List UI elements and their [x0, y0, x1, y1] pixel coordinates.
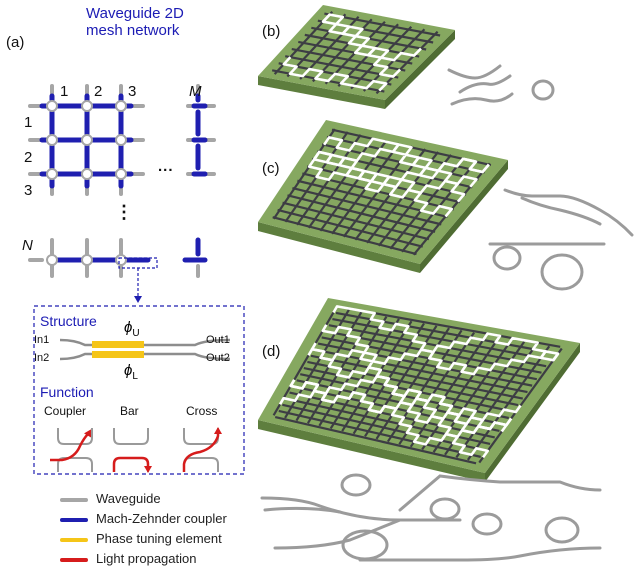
junction-node — [115, 168, 127, 180]
input-1-label: In1 — [34, 334, 50, 346]
legend-swatch — [60, 498, 88, 502]
junction-node — [81, 168, 93, 180]
panel-c-label: (c) — [262, 160, 280, 177]
panel-a-label: (a) — [6, 34, 25, 51]
junction-node — [46, 100, 58, 112]
coupler-label: Coupler — [44, 404, 87, 418]
cross-label: Cross — [186, 404, 218, 418]
chip-side — [258, 76, 385, 109]
legend-label: Waveguide — [96, 491, 161, 506]
light-path — [322, 13, 422, 62]
light-path — [332, 305, 560, 376]
light-path — [310, 342, 513, 431]
panel-d-label: (d) — [262, 343, 281, 360]
junction-node — [81, 100, 93, 112]
junction-node — [46, 134, 58, 146]
panel-b-label: (b) — [262, 23, 281, 40]
chip-waveguide — [466, 345, 551, 461]
col-label-3: 3 — [128, 83, 137, 100]
col-label-1: 1 — [60, 83, 69, 100]
light-path — [313, 150, 466, 203]
vertical-ellipsis: ⋮ — [115, 202, 133, 222]
light-path — [289, 379, 513, 446]
chip-waveguide — [287, 194, 436, 233]
mesh-network-diagram — [28, 84, 216, 278]
chip-waveguide — [282, 403, 486, 452]
junction-node — [115, 100, 127, 112]
legend-label: Phase tuning element — [96, 531, 222, 546]
bar-label: Bar — [120, 404, 139, 418]
output-1-label: Out1 — [206, 334, 230, 346]
junction-node — [46, 254, 58, 266]
structure-function-box — [33, 257, 245, 475]
row-label-1: 1 — [24, 114, 33, 131]
col-label-2: 2 — [94, 83, 103, 100]
junction-node — [81, 134, 93, 146]
coupler-function-icon — [50, 428, 93, 472]
chip-side — [420, 160, 508, 273]
legend-swatch — [60, 538, 88, 542]
row-label-2: 2 — [24, 149, 33, 166]
chip-waveguide — [292, 186, 442, 226]
circuit-c — [488, 188, 634, 291]
chip-b — [258, 5, 455, 109]
structure-heading: Structure — [40, 313, 97, 329]
mesh-title-line2: mesh network — [86, 22, 180, 39]
legend-swatch — [60, 558, 88, 562]
chip-d — [258, 298, 580, 482]
chip-side — [385, 30, 455, 109]
junction-node — [46, 168, 58, 180]
chip-side — [258, 420, 485, 482]
junction-node — [115, 134, 127, 146]
chip-waveguide — [278, 409, 481, 458]
row-label-n: N — [22, 237, 33, 254]
chip-waveguide — [272, 216, 417, 256]
bar-function-icon — [112, 428, 152, 473]
chip-side — [485, 343, 580, 482]
legend-swatch — [60, 518, 88, 522]
output-2-label: Out2 — [206, 352, 230, 364]
mesh-title-line1: Waveguide 2D — [86, 5, 184, 22]
legend-label: Light propagation — [96, 551, 197, 566]
phase-upper-label: ϕU — [124, 319, 140, 339]
light-path — [282, 56, 388, 92]
phase-lower-label: ϕL — [124, 362, 138, 382]
chip-waveguide — [274, 415, 477, 465]
cross-function-icon — [182, 427, 222, 472]
chip-waveguide — [282, 201, 430, 241]
light-path — [307, 158, 454, 218]
junction-node — [81, 254, 93, 266]
chip-waveguide — [307, 360, 519, 407]
col-label-m: M — [189, 83, 202, 100]
chips-illustration — [258, 5, 634, 562]
chip-side — [258, 222, 420, 273]
light-path — [321, 13, 402, 78]
horizontal-ellipsis: ... — [158, 158, 174, 175]
chip-waveguide — [277, 208, 423, 248]
input-2-label: In2 — [34, 352, 50, 364]
row-label-3: 3 — [24, 182, 33, 199]
circuit-b — [447, 64, 555, 106]
circuit-d — [260, 473, 602, 562]
legend-label: Mach-Zehnder coupler — [96, 511, 227, 526]
function-heading: Function — [40, 384, 94, 400]
chip-c — [258, 120, 508, 273]
